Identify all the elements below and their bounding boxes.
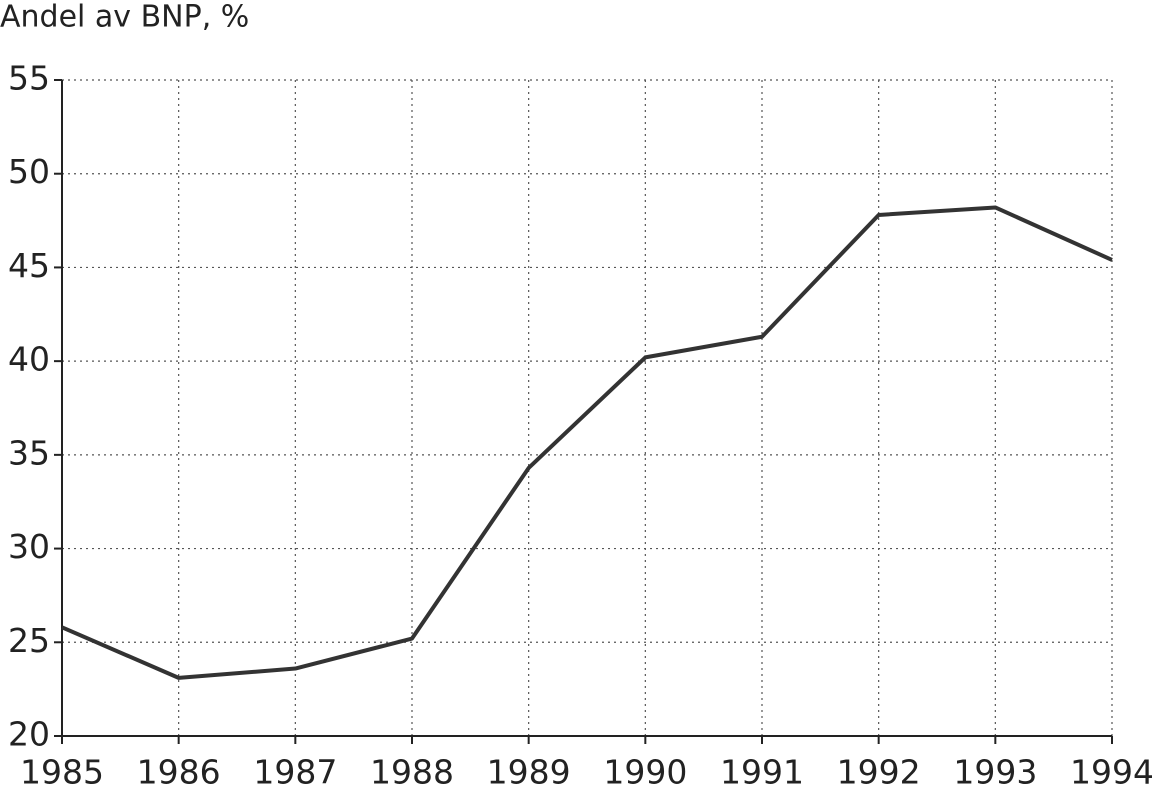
y-tick-label: 45 bbox=[8, 246, 50, 285]
y-axis-label: Andel av BNP, % bbox=[0, 0, 249, 35]
x-tick-label: 1992 bbox=[837, 753, 921, 790]
y-tick-label: 40 bbox=[8, 340, 50, 379]
y-tick-label: 35 bbox=[8, 433, 50, 472]
y-tick-label: 30 bbox=[8, 527, 50, 566]
x-tick-label: 1986 bbox=[137, 753, 221, 790]
x-tick-label: 1988 bbox=[370, 753, 454, 790]
x-tick-label: 1989 bbox=[487, 753, 571, 790]
y-tick-label: 55 bbox=[8, 59, 50, 98]
data-line bbox=[61, 205, 1113, 680]
x-tick-label: 1994 bbox=[1070, 753, 1152, 790]
x-tick-label: 1985 bbox=[20, 753, 104, 790]
x-tick-label: 1987 bbox=[253, 753, 337, 790]
y-tick-label: 50 bbox=[8, 152, 50, 191]
y-tick-label: 20 bbox=[8, 715, 50, 754]
y-tick-label: 25 bbox=[8, 621, 50, 660]
x-tick-label: 1993 bbox=[953, 753, 1037, 790]
x-tick-label: 1990 bbox=[603, 753, 687, 790]
x-tick-label: 1991 bbox=[720, 753, 804, 790]
